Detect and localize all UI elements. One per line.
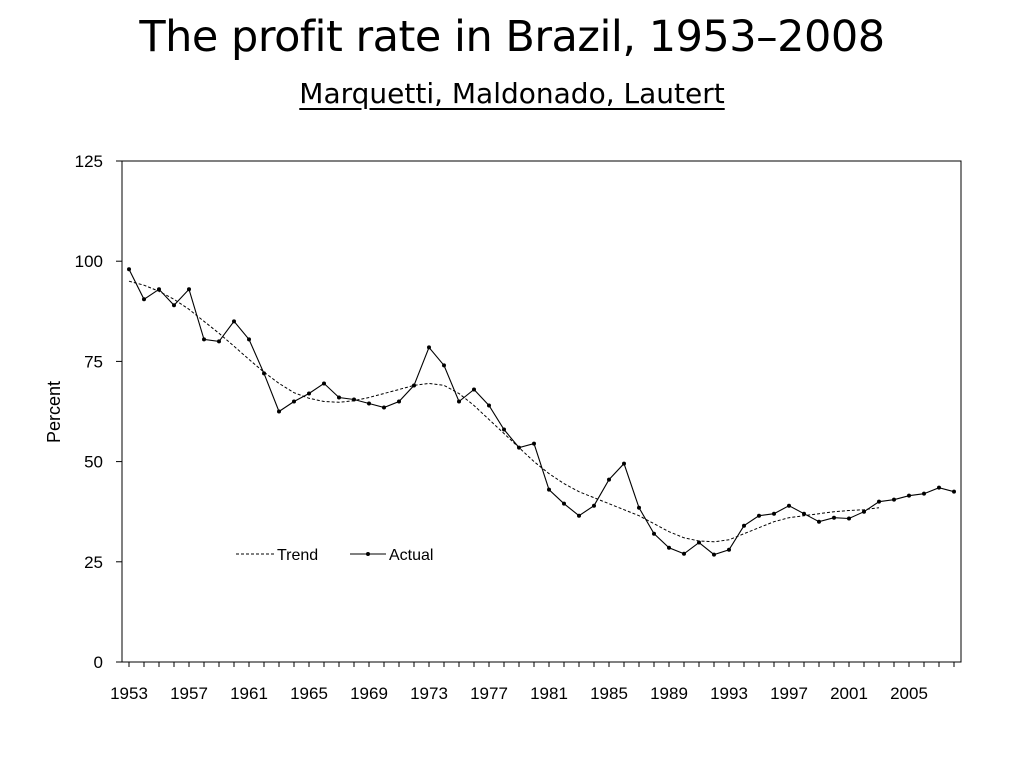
x-tick-label: 2005 [890,684,928,703]
actual-point [307,391,311,396]
actual-point [712,552,716,557]
x-axis: 1953 1957 1961 1965 1969 1973 1977 1981 1985 1989… [110,662,955,703]
legend-trend-label: Trend [277,547,318,564]
actual-point [157,287,161,292]
slide-subtitle: Marquetti, Maldonado, Lautert [299,77,725,110]
actual-point [637,505,641,510]
actual-point [907,493,911,498]
actual-point [592,503,596,508]
actual-line [128,268,955,556]
y-tick-label: 125 [75,152,103,171]
y-tick-label: 50 [84,453,103,472]
actual-point [817,519,821,524]
legend-actual-label: Actual [389,547,433,564]
actual-point [502,427,506,432]
actual-point [652,531,656,536]
actual-point [937,485,941,490]
x-tick-label: 1965 [290,684,328,703]
slide-title: The profit rate in Brazil, 1953–2008 [139,12,885,62]
actual-point [862,509,866,514]
actual-point [292,399,296,404]
y-tick-label: 100 [75,252,103,271]
actual-point [757,513,761,518]
x-tick-label: 1985 [590,684,628,703]
actual-point [217,339,221,344]
actual-point [142,297,146,302]
x-tick-label: 2001 [830,684,868,703]
actual-point [832,515,836,520]
actual-point [847,516,851,521]
x-tick-label: 1953 [110,684,148,703]
x-tick-label: 1981 [530,684,568,703]
actual-point [622,461,626,466]
actual-point [922,491,926,496]
actual-point [802,511,806,516]
plot-frame [121,160,962,663]
y-tick-label: 25 [84,553,103,572]
actual-point [127,267,131,272]
actual-point [337,395,341,400]
x-tick-label: 1961 [230,684,268,703]
actual-point [172,303,176,308]
x-tick-label: 1989 [650,684,688,703]
actual-point [412,383,416,388]
actual-point [532,441,536,446]
actual-point [487,403,491,408]
actual-point [682,551,686,556]
x-tick-label: 1957 [170,684,208,703]
actual-point [397,399,401,404]
actual-point [382,405,386,410]
trend-line [128,280,880,543]
y-tick-label: 0 [94,653,103,672]
actual-point [442,363,446,368]
x-tick-label: 1969 [350,684,388,703]
actual-point [262,371,266,376]
y-tick-label: 75 [84,352,103,371]
actual-point [562,501,566,506]
actual-point [577,513,581,518]
actual-point [517,445,521,450]
x-tick-label: 1973 [410,684,448,703]
actual-point [352,397,356,402]
legend: Trend Actual [236,547,433,564]
actual-point [457,399,461,404]
actual-point [667,545,671,550]
actual-point [427,345,431,350]
actual-point [187,287,191,292]
series-layer [127,267,956,557]
actual-point [232,319,236,324]
y-axis-title: Percent [44,381,64,443]
actual-point [877,499,881,504]
actual-point [607,477,611,482]
actual-point [277,409,281,414]
actual-point [742,523,746,528]
actual-point [547,487,551,492]
actual-point [892,497,896,502]
actual-point [787,503,791,508]
actual-point [772,511,776,516]
x-tick-label: 1993 [710,684,748,703]
actual-point [952,489,956,494]
y-axis: 0 25 50 75 100 125 [75,152,122,672]
actual-point [472,387,476,392]
actual-point [727,547,731,552]
actual-point [202,337,206,342]
actual-point [367,401,371,406]
actual-point [697,540,701,545]
actual-point [322,381,326,386]
actual-point [247,337,251,342]
x-tick-label: 1977 [470,684,508,703]
x-tick-label: 1997 [770,684,808,703]
legend-actual-marker [366,552,370,556]
